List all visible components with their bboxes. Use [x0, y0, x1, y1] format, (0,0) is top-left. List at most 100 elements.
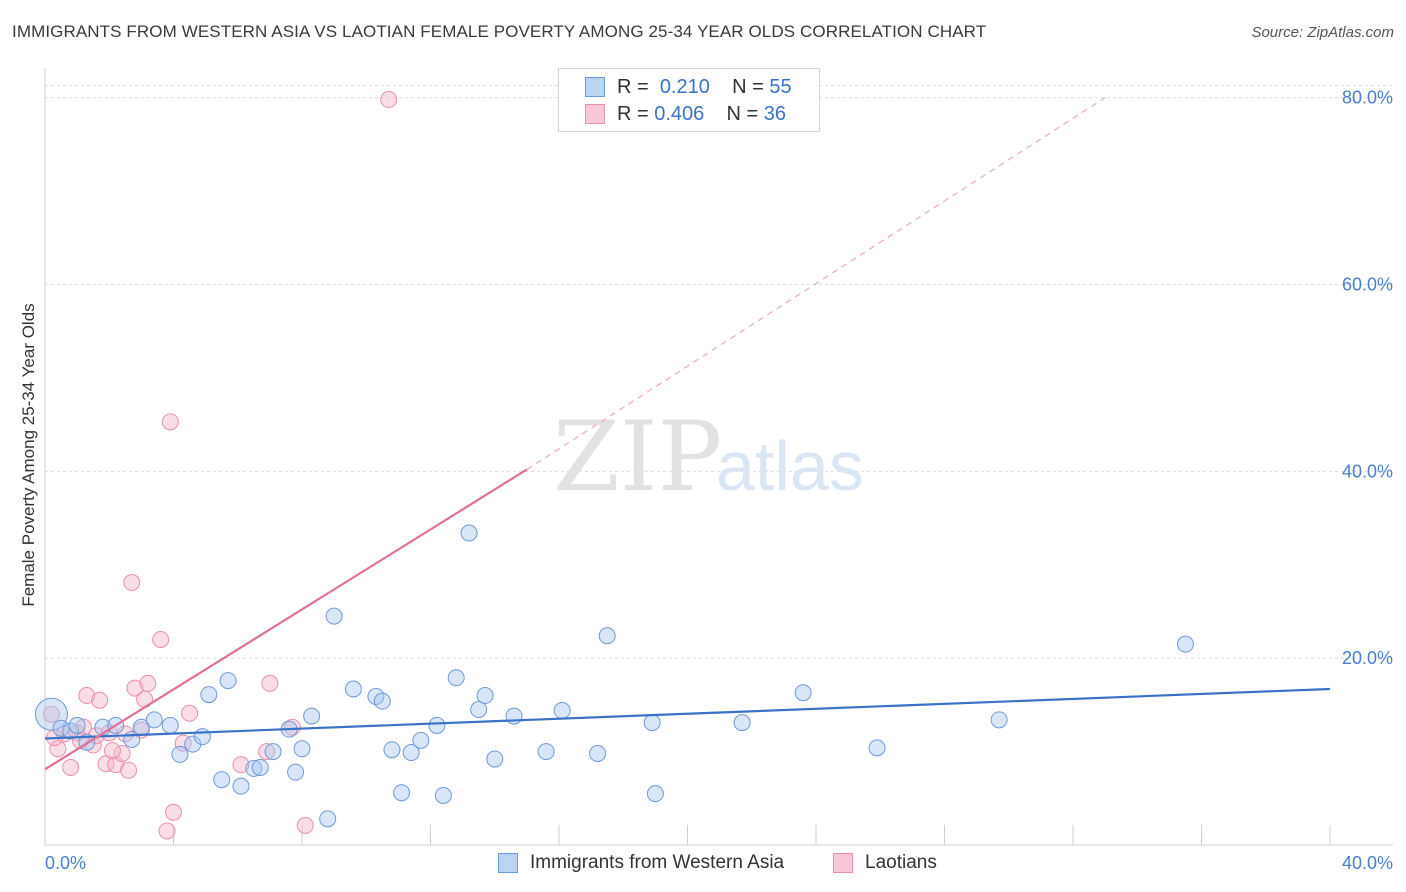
western-asia-point [219, 672, 237, 690]
laotians-point [62, 758, 80, 776]
laotians-point [120, 761, 138, 779]
western-asia-point [537, 743, 555, 761]
watermark-atlas: atlas [716, 427, 864, 505]
western-asia-point [868, 739, 886, 757]
western-asia-point [145, 711, 163, 729]
laotians-point [380, 91, 398, 109]
laotians-point [126, 679, 144, 697]
legend-r-value: 0.210 [659, 75, 710, 98]
gridlines [45, 85, 1393, 659]
legend-n-value: 55 [769, 75, 792, 98]
legend-label-blue: Immigrants from Western Asia [530, 852, 785, 873]
western-asia-point [251, 758, 269, 776]
western-asia-point [598, 627, 616, 645]
western-asia-point [245, 759, 263, 777]
watermark-zip: ZIP [553, 401, 722, 513]
legend-swatch-pink [585, 104, 605, 124]
western-asia-point [476, 687, 494, 705]
laotians-point [152, 630, 170, 648]
legend-swatch-blue [585, 77, 605, 97]
legend-swatch-pink [833, 853, 853, 873]
trend-lines [44, 97, 1331, 771]
laotians-point [42, 705, 60, 723]
laotians-point [296, 816, 314, 834]
laotians-point [49, 740, 67, 758]
laotians-point [261, 674, 279, 692]
legend-n-label: N = [732, 75, 764, 98]
laotians-points [42, 91, 398, 840]
x-tick-label: 0.0% [45, 853, 86, 873]
legend-swatch-blue [498, 853, 518, 873]
legend-r-label: R = [617, 75, 649, 98]
laotians-point [181, 704, 199, 722]
y-axis-label: Female Poverty Among 25-34 Year Olds [19, 303, 38, 606]
y-tick-label: 40.0% [1342, 461, 1393, 481]
western-asia-point [434, 786, 452, 804]
axes [44, 68, 1393, 846]
western-asia-point [553, 701, 571, 719]
laotians-point [258, 743, 276, 761]
western-asia-points [34, 524, 1194, 828]
y-tick-label: 80.0% [1342, 88, 1393, 108]
laotians-trend-extension [526, 97, 1106, 470]
laotians-trend-line [44, 468, 528, 771]
laotians-point [123, 574, 141, 592]
tick-labels: 20.0% 40.0% 60.0% 80.0% 0.0% 40.0% [45, 88, 1393, 873]
western-asia-point [393, 784, 411, 802]
western-asia-trend-line [44, 687, 1331, 740]
laotians-point [174, 734, 192, 752]
legend-row-pink: R = 0.406 N = 36 [585, 102, 786, 126]
legend-r-value: 0.406 [654, 102, 705, 125]
western-asia-point [402, 744, 420, 762]
western-asia-point [470, 701, 488, 719]
legend-n-label: N = [726, 102, 759, 125]
legend-n-value: 36 [763, 102, 787, 125]
western-asia-point [161, 716, 179, 734]
western-asia-point [733, 714, 751, 732]
western-asia-point [447, 669, 465, 687]
laotians-point [161, 413, 179, 431]
y-tick-label: 60.0% [1342, 275, 1393, 295]
western-asia-point [52, 719, 70, 737]
laotians-point [103, 742, 121, 760]
western-asia-point [373, 692, 391, 710]
legend-box: R = 0.210 N = 55 R = 0.406 N = 36 [558, 68, 820, 132]
western-asia-point [213, 771, 231, 789]
western-asia-point [264, 743, 282, 761]
western-asia-point [303, 707, 321, 725]
western-asia-point [293, 740, 311, 758]
legend-label-pink: Laotians [865, 852, 937, 873]
western-asia-point [428, 716, 446, 734]
laotians-point [113, 744, 131, 762]
western-asia-point [200, 686, 218, 704]
western-asia-point [287, 763, 305, 781]
western-asia-point [486, 750, 504, 768]
western-asia-point [34, 697, 68, 731]
chart-title: IMMIGRANTS FROM WESTERN ASIA VS LAOTIAN … [12, 22, 987, 41]
western-asia-point [193, 728, 211, 746]
western-asia-point [1176, 635, 1194, 653]
source-credit: Source: ZipAtlas.com [1251, 24, 1394, 41]
laotians-point [139, 674, 157, 692]
laotians-point [78, 687, 96, 705]
western-asia-point [589, 744, 607, 762]
western-asia-point [325, 607, 343, 625]
western-asia-point [990, 711, 1008, 729]
western-asia-point [171, 745, 189, 763]
western-asia-point [794, 684, 812, 702]
laotians-point [116, 725, 134, 743]
laotians-point [91, 691, 109, 709]
western-asia-point [643, 714, 661, 732]
y-tick-label: 20.0% [1342, 648, 1393, 668]
western-asia-point [460, 524, 478, 542]
western-asia-point [62, 722, 80, 740]
bottom-legend-pink: Laotians [833, 852, 937, 874]
x-tick-label: 40.0% [1342, 853, 1393, 873]
laotians-point [165, 803, 182, 821]
bottom-legend-blue: Immigrants from Western Asia [498, 852, 784, 874]
western-asia-point [646, 785, 664, 803]
western-asia-point [412, 731, 430, 749]
western-asia-point [68, 716, 86, 734]
western-asia-point [383, 741, 401, 759]
